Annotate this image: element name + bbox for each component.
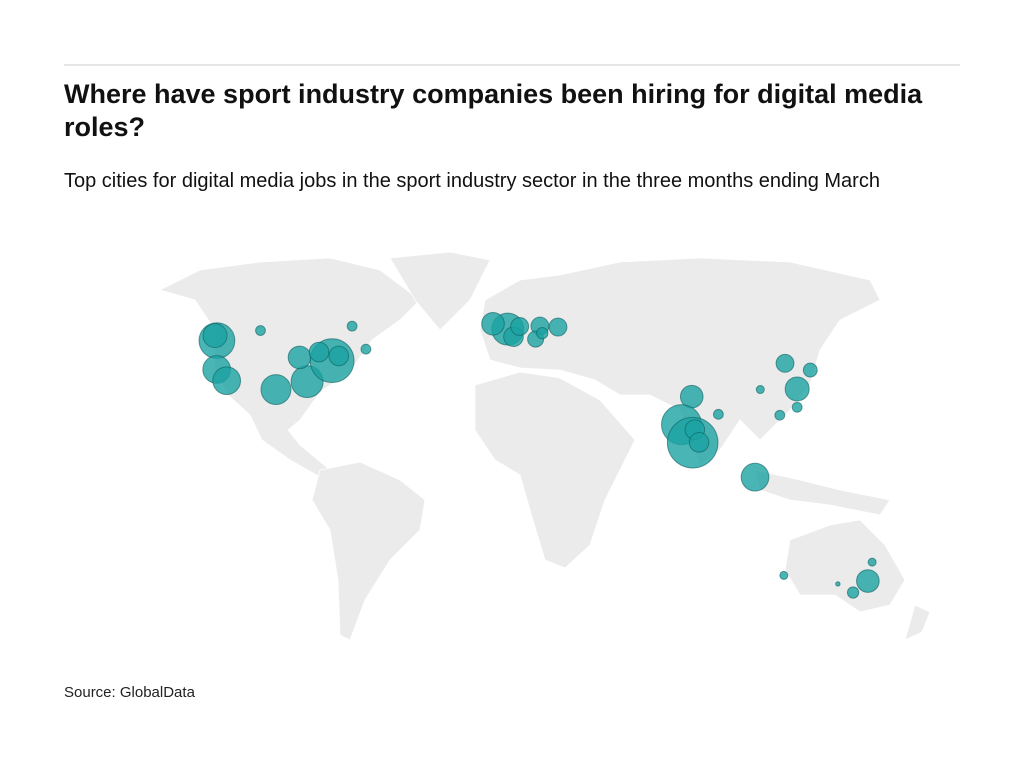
city-bubble (255, 325, 266, 336)
city-bubble (260, 374, 292, 406)
city-bubble (481, 311, 505, 336)
city-bubble (856, 569, 880, 593)
city-bubble (202, 323, 228, 349)
city-bubble (688, 432, 710, 453)
chart-subtitle: Top cities for digital media jobs in the… (64, 170, 880, 192)
city-bubble (212, 366, 242, 396)
africa (474, 371, 636, 569)
city-bubble (791, 401, 803, 413)
australia (784, 519, 906, 613)
city-bubble (775, 353, 795, 373)
city-bubble (712, 408, 724, 420)
city-bubble (308, 341, 330, 363)
source-note: Source: GlobalData (64, 684, 196, 701)
city-bubble (287, 345, 312, 370)
bubbles (198, 311, 880, 599)
city-bubble (867, 557, 877, 567)
southeast-asia (754, 469, 891, 516)
city-bubble (835, 581, 841, 587)
new-zealand (904, 604, 931, 641)
city-bubble (510, 316, 530, 336)
city-bubble (740, 462, 770, 492)
city-bubble (536, 327, 549, 340)
city-bubble (360, 343, 372, 355)
city-bubble (346, 320, 358, 332)
chart-title: Where have sport industry companies been… (64, 79, 923, 142)
city-bubble (328, 345, 350, 367)
city-bubble (548, 317, 568, 337)
city-bubble (784, 376, 810, 402)
city-bubble (802, 362, 818, 378)
city-bubble (846, 586, 860, 599)
south-america (311, 461, 426, 641)
city-bubble (779, 570, 789, 580)
city-bubble (774, 409, 786, 421)
city-bubble (755, 385, 765, 395)
land (158, 251, 931, 641)
north-america (158, 257, 421, 479)
greenland (389, 251, 491, 331)
